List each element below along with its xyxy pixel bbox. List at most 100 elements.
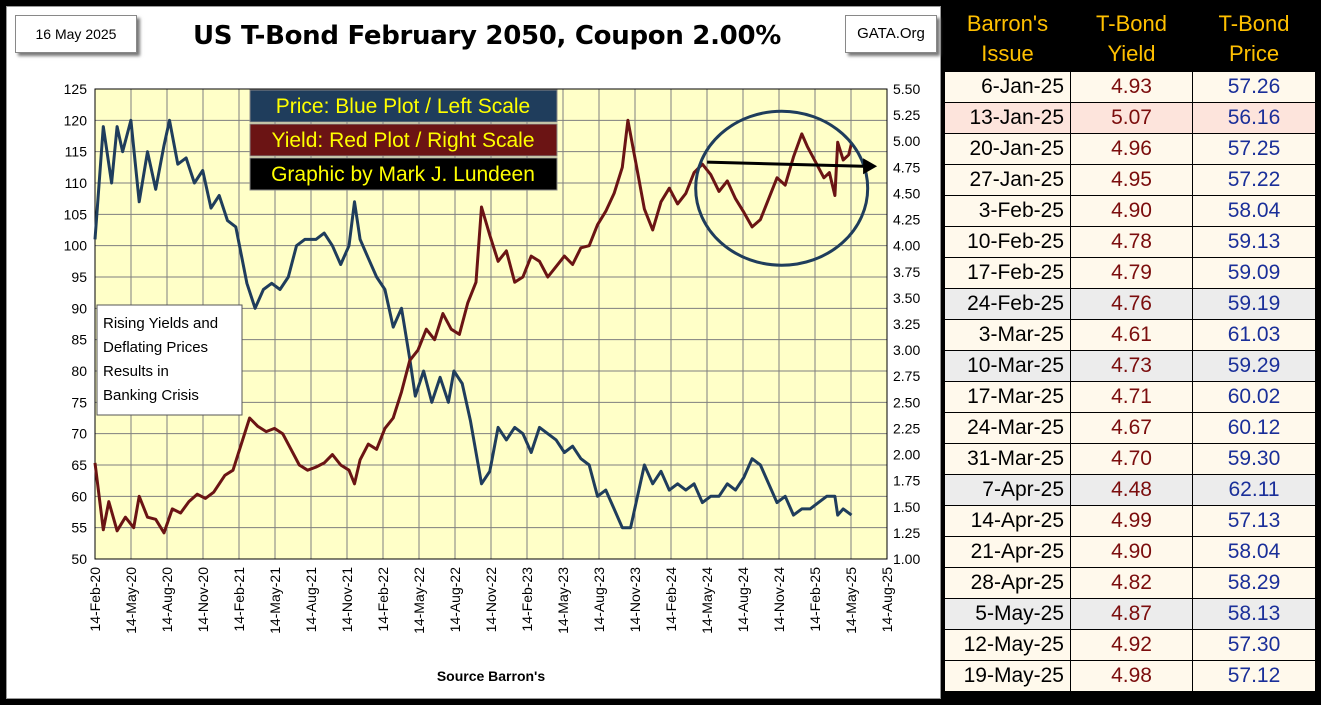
issue-cell: 31-Mar-25 <box>944 443 1071 475</box>
yield-cell: 4.76 <box>1070 288 1193 320</box>
yield-cell: 4.93 <box>1070 71 1193 103</box>
y-right-tick-label: 1.75 <box>893 473 920 489</box>
y-right-tick-label: 3.25 <box>893 316 920 332</box>
y-left-tick-label: 65 <box>71 457 87 473</box>
y-left-tick-label: 105 <box>64 206 88 222</box>
x-tick-label: 14-Feb-24 <box>663 567 679 632</box>
table-row: 7-Apr-25 4.48 62.11 <box>944 474 1316 506</box>
header-price: T-Bond Price <box>1192 6 1316 72</box>
issue-cell: 3-Mar-25 <box>944 319 1071 351</box>
y-right-tick-label: 3.50 <box>893 290 920 306</box>
x-tick-label: 14-May-25 <box>843 567 859 634</box>
table-row: 17-Mar-25 4.71 60.02 <box>944 381 1316 413</box>
price-cell: 58.29 <box>1192 567 1316 599</box>
issue-cell: 27-Jan-25 <box>944 164 1071 196</box>
issue-cell: 12-May-25 <box>944 629 1071 661</box>
price-cell: 60.02 <box>1192 381 1316 413</box>
issue-cell: 3-Feb-25 <box>944 195 1071 227</box>
header-issue: Barron's Issue <box>944 6 1071 72</box>
legend-price-text: Price: Blue Plot / Left Scale <box>276 95 530 118</box>
y-right-tick-label: 4.75 <box>893 159 920 175</box>
y-right-tick-label: 2.25 <box>893 420 920 436</box>
y-left-tick-label: 60 <box>71 488 87 504</box>
price-cell: 58.04 <box>1192 195 1316 227</box>
yield-cell: 4.98 <box>1070 660 1193 692</box>
x-axis-title: Source Barron's <box>437 668 546 684</box>
x-tick-label: 14-May-21 <box>267 567 283 634</box>
table-row: 24-Mar-25 4.67 60.12 <box>944 412 1316 444</box>
y-left-tick-label: 115 <box>65 144 88 160</box>
price-cell: 57.22 <box>1192 164 1316 196</box>
y-left-tick-label: 125 <box>64 81 88 97</box>
issue-cell: 14-Apr-25 <box>944 505 1071 537</box>
y-left-tick-label: 70 <box>71 426 87 442</box>
issue-cell: 6-Jan-25 <box>944 71 1071 103</box>
annotation-text: Results in <box>103 363 169 380</box>
chart-panel: 50 55 60 65 70 75 80 85 90 95 100 105 110 115 120 125 1.… <box>6 6 941 699</box>
yield-cell: 4.78 <box>1070 226 1193 258</box>
legend-price-box <box>249 89 558 123</box>
price-cell: 58.13 <box>1192 598 1316 630</box>
table-row: 24-Feb-25 4.76 59.19 <box>944 288 1316 320</box>
y-right-tick-label: 2.00 <box>893 447 920 463</box>
yield-cell: 4.70 <box>1070 443 1193 475</box>
yield-cell: 4.96 <box>1070 133 1193 165</box>
table-row: 13-Jan-25 5.07 56.16 <box>944 102 1316 134</box>
issue-cell: 10-Mar-25 <box>944 350 1071 382</box>
y-right-tick-label: 5.50 <box>893 81 920 97</box>
source-box: GATA.Org <box>845 15 937 53</box>
yield-cell: 5.07 <box>1070 102 1193 134</box>
y-right-tick-label: 5.25 <box>893 107 920 123</box>
table-row: 10-Feb-25 4.78 59.13 <box>944 226 1316 258</box>
y-left-tick-label: 95 <box>71 269 87 285</box>
date-box: 16 May 2025 <box>15 15 137 53</box>
y-right-tick-label: 5.00 <box>893 133 920 149</box>
table-row: 21-Apr-25 4.90 58.04 <box>944 536 1316 568</box>
price-cell: 57.13 <box>1192 505 1316 537</box>
table-row: 28-Apr-25 4.82 58.29 <box>944 567 1316 599</box>
yield-cell: 4.90 <box>1070 195 1193 227</box>
issue-cell: 19-May-25 <box>944 660 1071 692</box>
yield-cell: 4.92 <box>1070 629 1193 661</box>
y-left-tick-label: 110 <box>65 175 88 191</box>
y-right-tick-label: 4.50 <box>893 185 920 201</box>
yield-cell: 4.61 <box>1070 319 1193 351</box>
issue-cell: 7-Apr-25 <box>944 474 1071 506</box>
table-row: 3-Feb-25 4.90 58.04 <box>944 195 1316 227</box>
y-left-tick-label: 75 <box>71 394 87 410</box>
issue-cell: 17-Mar-25 <box>944 381 1071 413</box>
price-cell: 60.12 <box>1192 412 1316 444</box>
issue-cell: 5-May-25 <box>944 598 1071 630</box>
table-row: 12-May-25 4.92 57.30 <box>944 629 1316 661</box>
issue-cell: 20-Jan-25 <box>944 133 1071 165</box>
y-left-tick-label: 90 <box>71 300 87 316</box>
x-tick-label: 14-Aug-21 <box>303 567 319 633</box>
price-cell: 59.09 <box>1192 257 1316 289</box>
legend-credit-box <box>249 157 558 191</box>
yield-cell: 4.73 <box>1070 350 1193 382</box>
y-right-tick-label: 2.75 <box>893 368 920 384</box>
yield-cell: 4.71 <box>1070 381 1193 413</box>
table-row: 20-Jan-25 4.96 57.25 <box>944 133 1316 165</box>
y-right-tick-label: 4.25 <box>893 212 920 228</box>
x-tick-label: 14-Aug-24 <box>735 567 751 633</box>
y-right-tick-label: 2.50 <box>893 394 920 410</box>
x-tick-label: 14-May-22 <box>411 567 427 634</box>
x-tick-label: 14-May-23 <box>555 567 571 634</box>
annotation-text: Deflating Prices <box>103 339 208 356</box>
table-row: 6-Jan-25 4.93 57.26 <box>944 71 1316 103</box>
y-left-tick-label: 50 <box>71 551 87 567</box>
price-cell: 59.29 <box>1192 350 1316 382</box>
plot-border <box>94 88 888 560</box>
y-right-tick-label: 3.75 <box>893 264 920 280</box>
y-left-tick-label: 55 <box>71 520 87 536</box>
x-tick-label: 14-Nov-23 <box>627 567 643 633</box>
highlight-circle <box>694 109 870 267</box>
chart-svg: 50 55 60 65 70 75 80 85 90 95 100 105 110 115 120 125 1.… <box>64 81 921 684</box>
trend-arrow-head <box>863 158 878 175</box>
trend-arrow-line <box>707 160 864 168</box>
yield-cell: 4.79 <box>1070 257 1193 289</box>
x-tick-label: 14-Feb-20 <box>87 567 103 632</box>
y-right-tick-label: 1.00 <box>893 551 920 567</box>
price-cell: 57.12 <box>1192 660 1316 692</box>
